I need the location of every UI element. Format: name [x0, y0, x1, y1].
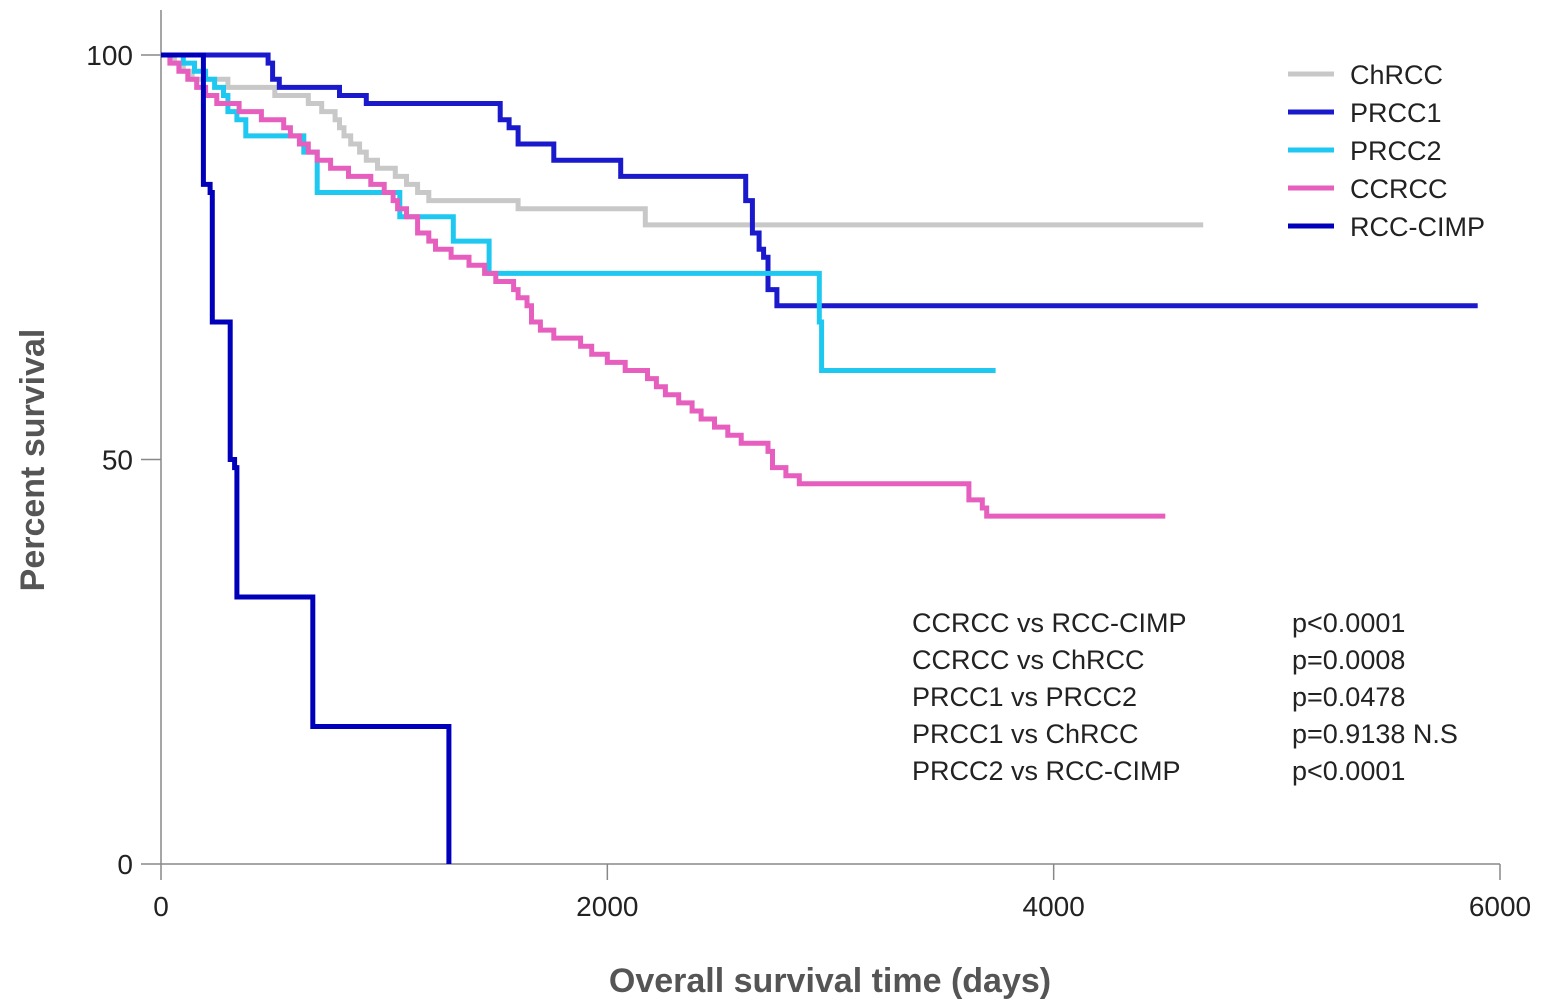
legend: ChRCC PRCC1 PRCC2 CCRCC RCC-CIMP — [1288, 60, 1485, 242]
stat-p-value: p<0.0001 — [1292, 608, 1405, 638]
chart-axes — [160, 10, 1500, 865]
stat-comparison: PRCC2 vs RCC-CIMP — [912, 756, 1181, 786]
stat-p-value: p<0.0001 — [1292, 756, 1405, 786]
stat-comparison: PRCC1 vs PRCC2 — [912, 682, 1137, 712]
legend-label: PRCC2 — [1350, 136, 1442, 166]
stat-comparison: CCRCC vs RCC-CIMP — [912, 608, 1186, 638]
legend-label: ChRCC — [1350, 60, 1443, 90]
x-tick-label: 0 — [153, 891, 169, 922]
x-axis-title: Overall survival time (days) — [609, 962, 1051, 1000]
legend-label: CCRCC — [1350, 174, 1448, 204]
series-line-rcc-cimp — [161, 52, 452, 864]
x-tick-label: 6000 — [1469, 891, 1531, 922]
series-line-ccrcc — [161, 52, 1166, 519]
x-tick-label: 4000 — [1023, 891, 1085, 922]
y-tick-label: 0 — [117, 849, 133, 880]
series-layer — [161, 52, 1478, 864]
y-tick-label: 50 — [102, 445, 133, 476]
stat-p-value: p=0.9138 N.S — [1292, 719, 1458, 749]
stat-p-value: p=0.0008 — [1292, 645, 1405, 675]
series-line-chrcc — [161, 52, 1204, 228]
y-tick-label: 100 — [86, 40, 133, 71]
legend-label: PRCC1 — [1350, 98, 1442, 128]
stats-annotations: CCRCC vs RCC-CIMP p<0.0001 CCRCC vs ChRCC p… — [912, 608, 1458, 786]
x-tick-label: 2000 — [576, 891, 638, 922]
stat-comparison: CCRCC vs ChRCC — [912, 645, 1145, 675]
stat-p-value: p=0.0478 — [1292, 682, 1405, 712]
stat-comparison: PRCC1 vs ChRCC — [912, 719, 1139, 749]
series-line-prcc1 — [161, 52, 1478, 309]
legend-label: RCC-CIMP — [1350, 212, 1485, 242]
series-line-prcc2 — [161, 52, 996, 373]
axis-ticks: 0 2000 4000 6000 0 50 100 — [86, 40, 1531, 922]
y-axis-title: Percent survival — [14, 329, 52, 592]
